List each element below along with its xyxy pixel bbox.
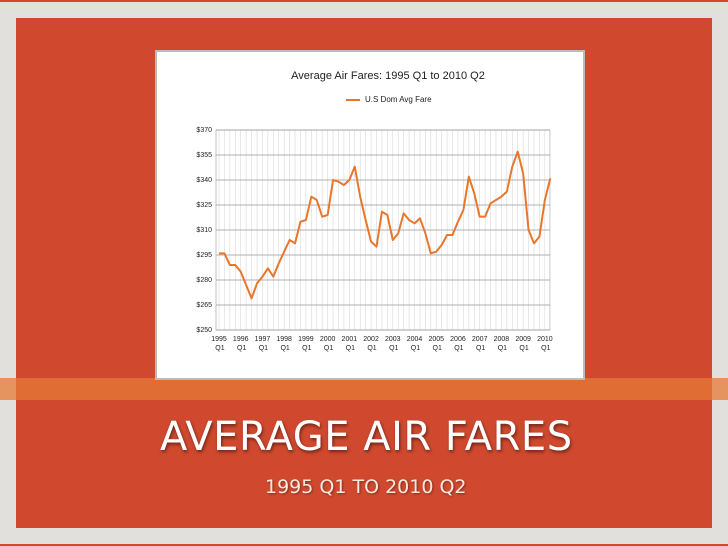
y-tick-label: $310 — [196, 227, 212, 234]
y-tick-label: $280 — [196, 277, 212, 284]
slide-title: AVERAGE AIR FARES — [160, 414, 573, 460]
x-tick-label: 1996 Q1 — [233, 336, 249, 352]
y-tick-label: $370 — [196, 127, 212, 134]
x-tick-label: 2009 Q1 — [515, 336, 531, 352]
chart: Average Air Fares: 1995 Q1 to 2010 Q2 U.… — [196, 70, 552, 352]
y-tick-label: $250 — [196, 327, 212, 334]
slide-subtitle: 1995 Q1 TO 2010 Q2 — [265, 476, 467, 498]
legend-label: U.S Dom Avg Fare — [365, 95, 432, 104]
x-tick-label: 1997 Q1 — [255, 336, 271, 352]
y-tick-label: $355 — [196, 152, 212, 159]
y-tick-label: $265 — [196, 302, 212, 309]
y-tick-label: $340 — [196, 177, 212, 184]
x-tick-label: 1998 Q1 — [276, 336, 292, 352]
x-tick-label: 2007 Q1 — [472, 336, 488, 352]
chart-title: Average Air Fares: 1995 Q1 to 2010 Q2 — [291, 70, 485, 82]
x-tick-label: 2003 Q1 — [385, 336, 401, 352]
data-line — [219, 150, 552, 300]
y-tick-label: $325 — [196, 202, 212, 209]
x-tick-label: 1999 Q1 — [298, 336, 314, 352]
x-tick-label: 2005 Q1 — [428, 336, 444, 352]
x-tick-label: 2010 Q1 — [537, 336, 553, 352]
x-tick-label: 2004 Q1 — [407, 336, 423, 352]
x-tick-label: 2008 Q1 — [494, 336, 510, 352]
x-tick-label: 2000 Q1 — [320, 336, 336, 352]
accent-stripe — [0, 378, 728, 400]
y-tick-label: $295 — [196, 252, 212, 259]
x-tick-label: 2006 Q1 — [450, 336, 466, 352]
x-tick-label: 1995 Q1 — [211, 336, 227, 352]
x-tick-label: 2001 Q1 — [342, 336, 358, 352]
x-tick-label: 2002 Q1 — [363, 336, 379, 352]
